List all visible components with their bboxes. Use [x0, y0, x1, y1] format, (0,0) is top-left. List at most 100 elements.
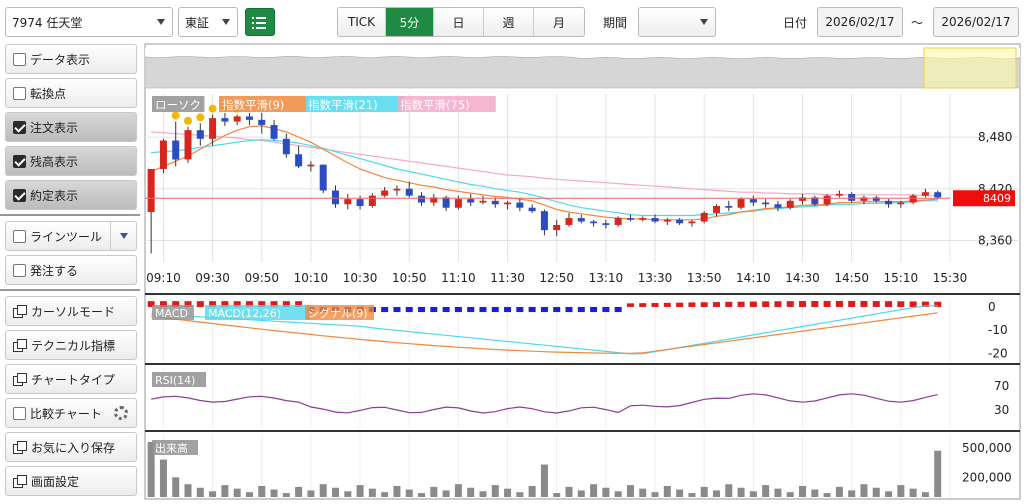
compare-chart-toggle[interactable]: 比較チャート: [5, 398, 137, 428]
gear-icon[interactable]: [114, 406, 128, 420]
period-label: 期間: [603, 16, 628, 30]
macd-histogram-bar: [393, 306, 401, 313]
candle: [700, 212, 708, 222]
volume-bar: [885, 491, 893, 497]
macd-histogram-bar: [418, 306, 426, 313]
macd-histogram-bar: [504, 306, 512, 313]
macd-histogram-bar: [282, 301, 290, 307]
candle: [749, 199, 757, 203]
order-display-toggle[interactable]: 注文表示: [5, 112, 137, 142]
macd-histogram-bar: [221, 301, 229, 307]
tab-interval-3[interactable]: 週: [484, 8, 534, 36]
window-icon: [13, 304, 27, 318]
candle: [368, 195, 376, 206]
chart-type-button[interactable]: チャートタイプ: [5, 364, 137, 394]
volume-bar: [233, 488, 241, 497]
volume-bar: [245, 492, 253, 497]
x-tick-label: 10:10: [294, 271, 329, 285]
volume-bar: [184, 484, 192, 497]
volume-bar: [590, 484, 598, 497]
checkbox-icon: [13, 406, 26, 420]
favorite-save-button[interactable]: お気に入り保存: [5, 432, 137, 462]
volume-bar: [356, 485, 364, 497]
tab-interval-4[interactable]: 月: [534, 8, 584, 36]
tab-interval-0[interactable]: TICK: [338, 8, 386, 36]
volume-bar: [651, 492, 659, 497]
sidebar-divider: [0, 289, 140, 291]
tab-interval-1[interactable]: 5分: [386, 8, 434, 36]
candle: [565, 218, 573, 225]
macd-histogram-bar: [172, 301, 180, 307]
candle: [405, 188, 413, 196]
macd-y-tick: 0: [988, 300, 996, 314]
macd-histogram-bar: [700, 302, 708, 307]
volume-bar: [172, 477, 180, 497]
date-label: 日付: [783, 16, 808, 30]
macd-histogram-bar: [258, 301, 266, 307]
macd-histogram-bar: [786, 301, 794, 307]
candle: [602, 223, 610, 225]
tab-interval-2[interactable]: 日: [434, 8, 484, 36]
legend-tag: [397, 96, 496, 112]
x-tick-label: 11:30: [490, 271, 525, 285]
macd-histogram-bar: [147, 301, 155, 307]
period-select[interactable]: [638, 7, 716, 37]
chevron-down-icon: [222, 19, 230, 25]
chevron-down-icon: [157, 19, 165, 25]
execution-display-label: 約定表示: [30, 188, 79, 203]
data-display-label: データ表示: [30, 52, 91, 67]
x-tick-label: 10:30: [343, 271, 378, 285]
symbol-select[interactable]: 7974 任天堂: [5, 7, 173, 37]
x-tick-label: 09:10: [146, 271, 181, 285]
candle: [147, 168, 155, 213]
list-menu-button[interactable]: [245, 8, 275, 36]
x-tick-label: 14:50: [834, 271, 869, 285]
market-select-value: 東証: [185, 15, 210, 30]
line-tool-toggle[interactable]: ラインツール: [5, 221, 137, 251]
line-tool-dropdown-icon[interactable]: [110, 222, 136, 250]
legend-tag: [305, 96, 404, 112]
volume-bar: [577, 490, 585, 497]
data-display-toggle[interactable]: データ表示: [5, 44, 137, 74]
screen-settings-button[interactable]: 画面設定: [5, 466, 137, 496]
volume-bar: [749, 491, 757, 497]
macd-histogram-bar: [639, 303, 647, 307]
volume-bar: [774, 488, 782, 497]
ema21-line: [151, 139, 938, 217]
balance-display-toggle[interactable]: 残高表示: [5, 146, 137, 176]
volume-bar: [418, 493, 426, 497]
candle: [663, 219, 671, 222]
macd-histogram-bar: [467, 306, 475, 313]
date-to-input[interactable]: 2026/02/17: [933, 7, 1019, 37]
legend-label: MACD: [155, 307, 188, 320]
legend-tag: [152, 440, 198, 455]
macd-histogram-bar: [712, 302, 720, 307]
volume-bar: [405, 489, 413, 497]
top-toolbar: 7974 任天堂 東証 TICK 5分日週月 期間 日付 2026/02/17 ～…: [0, 0, 1024, 42]
turning-point-toggle[interactable]: 転換点: [5, 78, 137, 108]
checkbox-checked-icon: [13, 120, 26, 134]
macd-histogram-bar: [934, 301, 942, 307]
macd-histogram-bar: [479, 306, 487, 313]
cursor-mode-button[interactable]: カーソルモード: [5, 296, 137, 326]
date-from-input[interactable]: 2026/02/17: [817, 7, 903, 37]
checkbox-icon: [13, 229, 26, 243]
candle: [835, 193, 843, 196]
volume-bar: [479, 491, 487, 497]
macd-histogram-bar: [491, 306, 499, 313]
legend-label: 出来高: [155, 441, 188, 455]
candle: [921, 192, 929, 196]
macd-histogram-bar: [848, 300, 856, 307]
macd-histogram-bar: [676, 302, 684, 307]
execution-display-toggle[interactable]: 約定表示: [5, 180, 137, 210]
order-display-label: 注文表示: [30, 120, 79, 135]
technical-indicator-button[interactable]: テクニカル指標: [5, 330, 137, 360]
market-select[interactable]: 東証: [178, 7, 238, 37]
line-tool-label: ラインツール: [30, 229, 103, 244]
place-order-toggle[interactable]: 発注する: [5, 255, 137, 285]
candle: [737, 199, 745, 208]
candle: [934, 192, 942, 198]
macd-histogram-bar: [553, 306, 561, 313]
candle: [516, 202, 524, 208]
